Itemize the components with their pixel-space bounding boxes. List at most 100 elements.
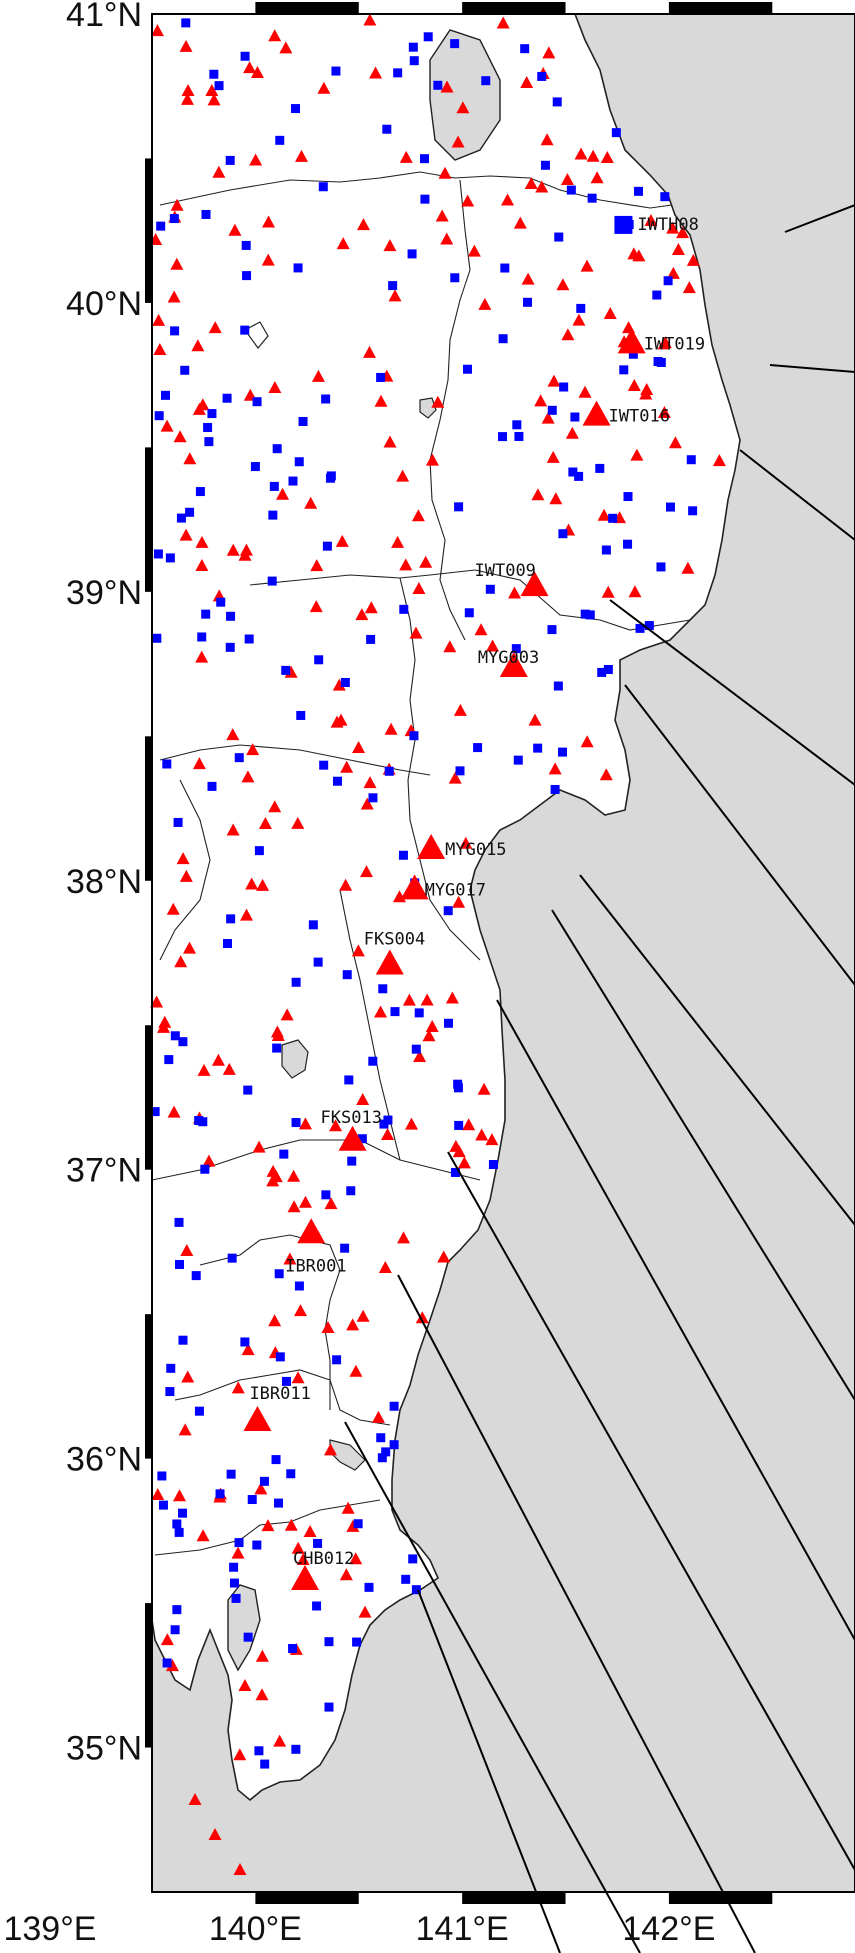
kik-net-station: [409, 626, 423, 639]
kik-net-station: [245, 877, 259, 890]
k-net-station: [340, 677, 350, 687]
k-net-station: [170, 1031, 180, 1041]
kik-net-station: [205, 84, 219, 97]
station-code: FKS004: [364, 930, 425, 950]
k-net-station: [231, 1593, 241, 1603]
kik-net-station: [356, 1092, 370, 1105]
k-net-station: [324, 1702, 334, 1712]
kik-net-station: [548, 762, 562, 775]
k-net-station: [243, 1085, 253, 1095]
kik-net-station: [291, 816, 305, 829]
k-net-station: [197, 632, 207, 642]
kik-net-station: [261, 253, 275, 266]
longitude-labels: 139°E 140°E 141°E 142°E: [3, 1910, 715, 1948]
kik-net-station: [352, 740, 366, 753]
station-marker: [375, 949, 404, 975]
station-marker: [417, 833, 446, 859]
k-net-station: [225, 642, 235, 652]
k-net-station: [291, 1744, 301, 1754]
latitude-label: 35°N: [66, 1730, 142, 1768]
k-net-station: [172, 1519, 182, 1529]
kik-net-station: [682, 281, 696, 294]
k-net-station: [520, 44, 530, 54]
k-net-station: [454, 502, 464, 512]
k-net-station: [267, 576, 277, 586]
kik-net-station: [268, 1314, 282, 1327]
longitude-label: 141°E: [416, 1910, 509, 1948]
k-net-station: [513, 755, 523, 765]
latitude-labels: 41°N 40°N 39°N 38°N 37°N 36°N 35°N: [66, 0, 142, 1768]
k-net-station: [322, 541, 332, 551]
kik-net-station: [524, 176, 538, 189]
leader-line: [769, 364, 855, 373]
k-net-station: [275, 1352, 285, 1362]
k-net-station: [498, 334, 508, 344]
k-net-station: [259, 1476, 269, 1486]
k-net-station: [226, 1469, 236, 1479]
kik-net-station: [151, 1487, 165, 1500]
k-net-station: [150, 1107, 160, 1117]
k-net-station: [587, 193, 597, 203]
kik-net-station: [249, 153, 263, 166]
kik-net-station: [291, 1541, 305, 1554]
k-net-station: [165, 553, 175, 563]
kik-net-station: [303, 1524, 317, 1537]
kik-net-station: [639, 387, 653, 400]
k-net-station: [547, 625, 557, 635]
kik-net-station: [180, 1244, 194, 1257]
kik-net-station: [383, 239, 397, 252]
kik-net-station: [196, 1529, 210, 1542]
k-net-station: [408, 42, 418, 52]
k-net-station: [162, 759, 172, 769]
k-net-station: [393, 68, 403, 78]
kik-net-station: [273, 1734, 287, 1747]
station-code: CHB012: [293, 1549, 354, 1569]
kik-net-station: [580, 259, 594, 272]
k-net-station: [377, 1453, 387, 1463]
kik-net-station: [534, 394, 548, 407]
kik-net-station: [195, 535, 209, 548]
k-net-station: [635, 623, 645, 633]
kik-net-station: [440, 232, 454, 245]
kik-net-station: [240, 908, 254, 921]
k-net-station: [601, 545, 611, 555]
kik-net-station: [330, 715, 344, 728]
kik-net-station: [226, 823, 240, 836]
kik-net-station: [560, 172, 574, 185]
kik-net-station: [172, 1489, 186, 1502]
kik-net-station: [371, 1410, 385, 1423]
k-net-station: [241, 240, 251, 250]
k-net-station: [298, 416, 308, 426]
kik-net-station: [356, 1309, 370, 1322]
station-code: FKS013: [321, 1108, 382, 1128]
k-net-station: [597, 667, 607, 677]
k-net-station: [568, 467, 578, 477]
k-net-station: [603, 665, 613, 675]
station-marker: [291, 1564, 320, 1590]
k-net-station: [176, 513, 186, 523]
leader-line: [344, 1421, 641, 1953]
station-code: IBR011: [249, 1384, 310, 1404]
k-net-station: [214, 81, 224, 91]
kik-net-station: [420, 993, 434, 1006]
k-net-station: [234, 753, 244, 763]
kik-net-station: [231, 1546, 245, 1559]
kik-net-station: [597, 508, 611, 521]
kik-net-station: [556, 278, 570, 291]
frame-tick: [462, 2, 566, 14]
k-net-station: [204, 437, 214, 447]
latitude-label: 38°N: [66, 863, 142, 901]
k-net-station: [288, 476, 298, 486]
k-net-station: [173, 817, 183, 827]
k-net-station: [559, 382, 569, 392]
kik-net-station: [341, 1501, 355, 1514]
k-net-station: [244, 634, 254, 644]
kik-net-station: [208, 321, 222, 334]
kik-net-station: [291, 1371, 305, 1384]
k-net-station: [178, 1508, 188, 1518]
k-net-station: [574, 471, 584, 481]
kik-net-station: [250, 65, 264, 78]
leader-line: [447, 1151, 855, 1871]
k-net-station: [399, 604, 409, 614]
k-net-station: [260, 1759, 270, 1769]
